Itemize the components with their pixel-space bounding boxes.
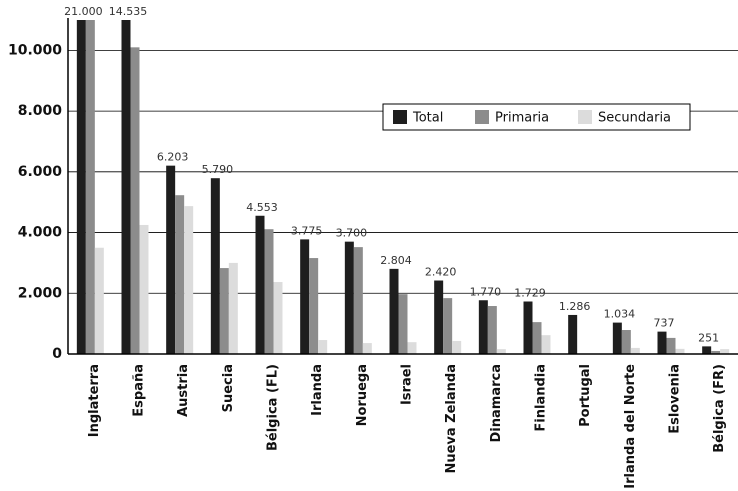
value-label: 2.804 [380,254,412,267]
bar [702,346,712,354]
bar [657,331,667,354]
legend: Total Primaria Secundaria [382,103,691,131]
value-label: 1.034 [604,308,636,321]
x-tick-label: Bélgica (FR) [712,364,727,453]
value-label: 5.790 [202,163,234,176]
x-tick-label: Noruega [355,364,370,426]
value-label: 1.286 [559,300,591,313]
x-tick-label: Suecia [221,364,236,412]
bar [121,20,131,354]
value-label: 251 [698,331,719,344]
y-tick-label: 6.000 [18,164,63,180]
x-tick-label: Eslovenia [668,364,683,434]
value-label: 6.203 [157,151,189,164]
bar [94,247,104,354]
x-tick-label: España [132,364,147,417]
x-tick-label: Irlanda [310,364,325,416]
bar [666,337,676,354]
bar [318,340,328,354]
bar [452,340,462,354]
bar [76,20,86,354]
bar [523,301,533,354]
bar [175,195,185,354]
bar [210,178,220,354]
bar [389,268,399,354]
labels: 0 2.000 4.000 6.000 8.000 10.000 Inglaterra 21.… [8,5,727,489]
bar [344,241,354,354]
value-label: 2.420 [425,266,457,279]
bar [407,342,417,354]
y-tick-label: 4.000 [18,225,63,241]
legend-swatch [475,110,489,124]
legend-label: Secundaria [598,111,671,126]
x-tick-label: Austria [176,364,191,417]
legend-label: Total [412,111,443,126]
value-label: 1.770 [470,285,502,298]
bar [85,20,95,354]
bar [532,322,542,354]
bar [675,348,685,354]
bars [76,20,730,354]
bar [300,239,310,354]
x-tick-label: Dinamarca [489,364,504,442]
bar [612,322,622,354]
bar [496,349,506,354]
bar [309,258,319,354]
value-label: 1.729 [514,287,546,300]
bar [434,280,444,354]
bar [166,165,176,354]
y-tick-label: 10.000 [8,42,62,58]
x-tick-label: Finlandia [534,364,549,432]
y-tick-label: 0 [52,346,62,362]
value-label: 3.775 [291,224,323,237]
bar [621,330,631,354]
bar [228,262,238,354]
bar [219,268,229,354]
value-label: 3.700 [336,227,368,240]
x-tick-label: Israel [400,364,415,405]
bar [541,335,551,354]
x-tick-label: Irlanda del Norte [623,364,638,489]
y-tick-label: 2.000 [18,285,63,301]
bar [255,215,265,354]
bar [398,294,408,354]
bar [568,314,578,354]
x-tick-label: Bélgica (FL) [266,364,281,451]
value-label: 4.553 [246,201,278,214]
x-tick-label: Nueva Zelanda [444,364,459,474]
bar [130,47,140,354]
bar [273,282,283,354]
value-label: 21.000 [64,5,103,18]
x-tick-label: Portugal [578,364,593,427]
bar [711,350,721,354]
bar [720,349,730,354]
bar [478,300,488,354]
bar [362,343,372,354]
legend-box [382,103,691,131]
bar [487,306,497,354]
bar [184,206,194,354]
legend-swatch [578,110,592,124]
bar [264,229,274,354]
x-tick-label: Inglaterra [87,364,102,437]
y-tick-label: 8.000 [18,103,63,119]
value-label: 14.535 [109,5,148,18]
bar [443,298,453,354]
bar [630,347,640,354]
legend-label: Primaria [495,111,549,126]
legend-swatch [393,110,407,124]
bar [139,224,149,354]
value-label: 737 [654,317,675,330]
bar [353,247,363,354]
